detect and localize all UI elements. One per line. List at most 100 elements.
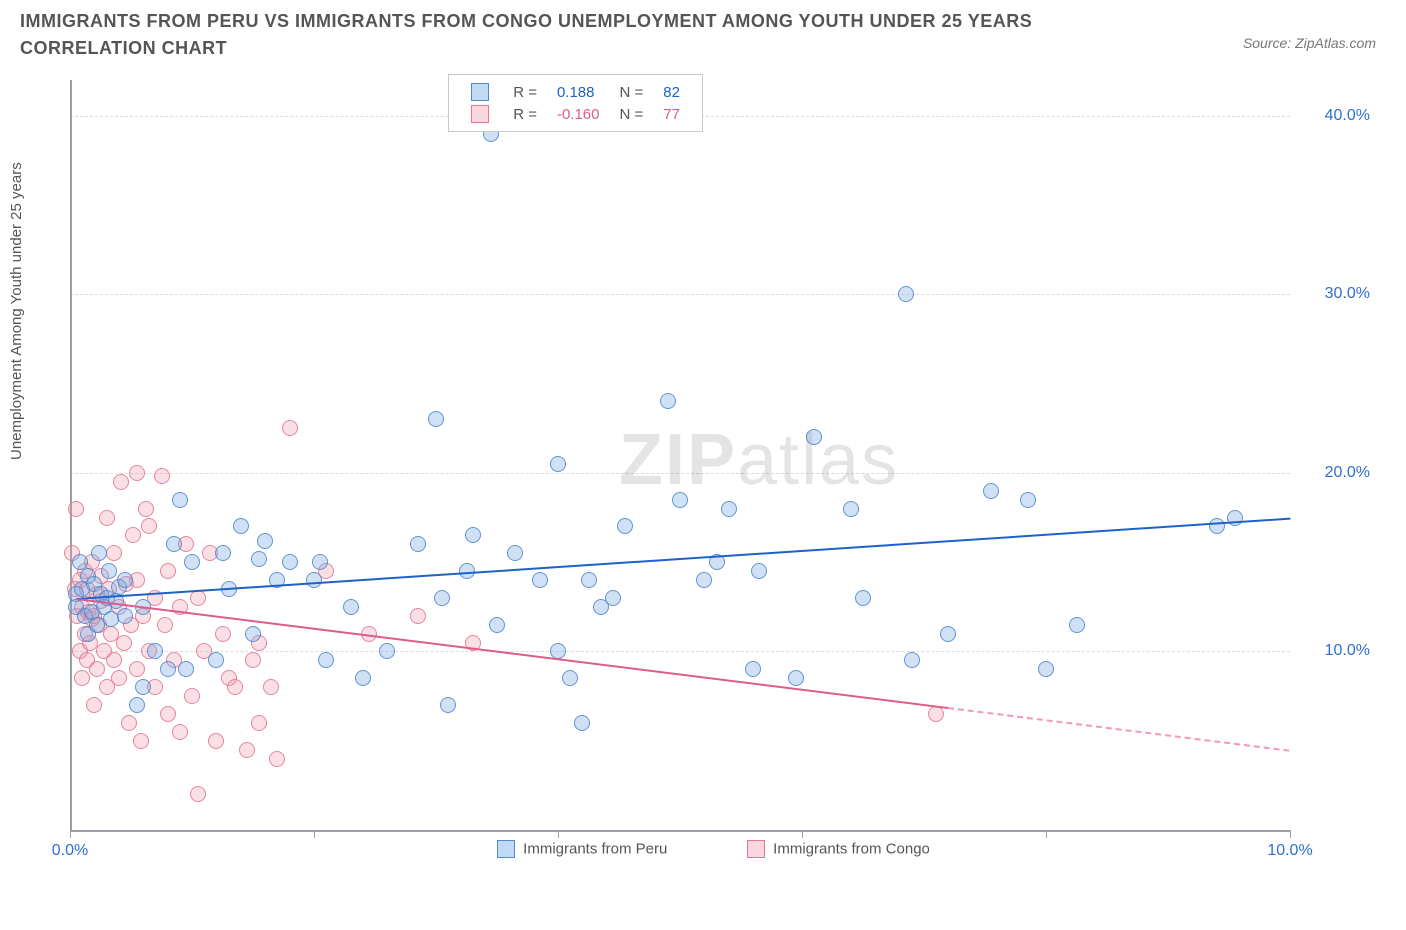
data-point xyxy=(141,518,157,534)
source-name: ZipAtlas.com xyxy=(1295,35,1376,51)
data-point xyxy=(721,501,737,517)
data-point xyxy=(172,724,188,740)
x-tick xyxy=(70,830,71,838)
series-legend-item: Immigrants from Peru xyxy=(497,840,667,858)
data-point xyxy=(263,679,279,695)
data-point xyxy=(178,661,194,677)
data-point xyxy=(111,670,127,686)
x-tick xyxy=(1290,830,1291,838)
data-point xyxy=(68,501,84,517)
chart-container: IMMIGRANTS FROM PERU VS IMMIGRANTS FROM … xyxy=(0,0,1406,930)
regression-line-extrapolated xyxy=(948,707,1290,752)
data-point xyxy=(172,492,188,508)
data-point xyxy=(550,456,566,472)
correlation-legend: R =0.188N =82R =-0.160N =77 xyxy=(448,74,703,132)
x-tick xyxy=(1046,830,1047,838)
data-point xyxy=(855,590,871,606)
data-point xyxy=(489,617,505,633)
data-point xyxy=(343,599,359,615)
y-axis-label: Unemployment Among Youth under 25 years xyxy=(8,162,25,460)
data-point xyxy=(116,635,132,651)
source-attribution: Source: ZipAtlas.com xyxy=(1243,35,1376,51)
y-tick-label: 40.0% xyxy=(1325,107,1370,125)
watermark: ZIPatlas xyxy=(619,419,899,501)
data-point xyxy=(160,706,176,722)
data-point xyxy=(99,510,115,526)
series-legend-item: Immigrants from Congo xyxy=(747,840,930,858)
data-point xyxy=(91,545,107,561)
data-point xyxy=(129,465,145,481)
data-point xyxy=(89,661,105,677)
data-point xyxy=(581,572,597,588)
data-point xyxy=(125,527,141,543)
data-point xyxy=(282,420,298,436)
data-point xyxy=(983,483,999,499)
data-point xyxy=(1020,492,1036,508)
data-point xyxy=(133,733,149,749)
data-point xyxy=(1209,518,1225,534)
data-point xyxy=(696,572,712,588)
data-point xyxy=(379,643,395,659)
x-tick xyxy=(558,830,559,838)
data-point xyxy=(617,518,633,534)
data-point xyxy=(532,572,548,588)
data-point xyxy=(239,742,255,758)
data-point xyxy=(113,474,129,490)
legend-swatch xyxy=(497,840,515,858)
data-point xyxy=(251,551,267,567)
legend-label: Immigrants from Peru xyxy=(519,841,667,858)
data-point xyxy=(440,697,456,713)
data-point xyxy=(269,751,285,767)
data-point xyxy=(121,715,137,731)
x-tick xyxy=(802,830,803,838)
legend-swatch xyxy=(747,840,765,858)
source-prefix: Source: xyxy=(1243,35,1295,51)
data-point xyxy=(160,563,176,579)
data-point xyxy=(117,572,133,588)
y-tick-label: 10.0% xyxy=(1325,642,1370,660)
y-tick-label: 20.0% xyxy=(1325,464,1370,482)
data-point xyxy=(184,688,200,704)
legend-label: Immigrants from Congo xyxy=(769,841,930,858)
data-point xyxy=(74,670,90,686)
x-tick-label: 10.0% xyxy=(1267,842,1312,860)
data-point xyxy=(135,679,151,695)
data-point xyxy=(245,652,261,668)
data-point xyxy=(154,468,170,484)
data-point xyxy=(89,617,105,633)
data-point xyxy=(465,527,481,543)
data-point xyxy=(1069,617,1085,633)
data-point xyxy=(507,545,523,561)
x-tick xyxy=(314,830,315,838)
data-point xyxy=(184,554,200,570)
legend-swatch xyxy=(471,83,489,101)
data-point xyxy=(282,554,298,570)
data-point xyxy=(160,661,176,677)
data-point xyxy=(129,697,145,713)
grid-line xyxy=(70,294,1290,295)
data-point xyxy=(562,670,578,686)
y-axis xyxy=(70,80,72,830)
data-point xyxy=(208,733,224,749)
data-point xyxy=(245,626,261,642)
data-point xyxy=(190,786,206,802)
data-point xyxy=(574,715,590,731)
data-point xyxy=(257,533,273,549)
data-point xyxy=(355,670,371,686)
data-point xyxy=(806,429,822,445)
data-point xyxy=(208,652,224,668)
data-point xyxy=(904,652,920,668)
data-point xyxy=(410,536,426,552)
data-point xyxy=(318,652,334,668)
data-point xyxy=(86,697,102,713)
data-point xyxy=(157,617,173,633)
chart-title: IMMIGRANTS FROM PERU VS IMMIGRANTS FROM … xyxy=(20,8,1120,62)
data-point xyxy=(1038,661,1054,677)
data-point xyxy=(306,572,322,588)
x-axis xyxy=(70,830,1290,832)
data-point xyxy=(129,661,145,677)
grid-line xyxy=(70,473,1290,474)
data-point xyxy=(233,518,249,534)
data-point xyxy=(215,545,231,561)
data-point xyxy=(751,563,767,579)
